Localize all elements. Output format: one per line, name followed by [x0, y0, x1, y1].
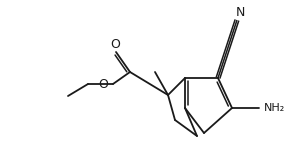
Text: O: O: [110, 39, 120, 52]
Text: NH₂: NH₂: [264, 103, 285, 113]
Text: N: N: [235, 6, 245, 19]
Text: O: O: [98, 79, 108, 91]
